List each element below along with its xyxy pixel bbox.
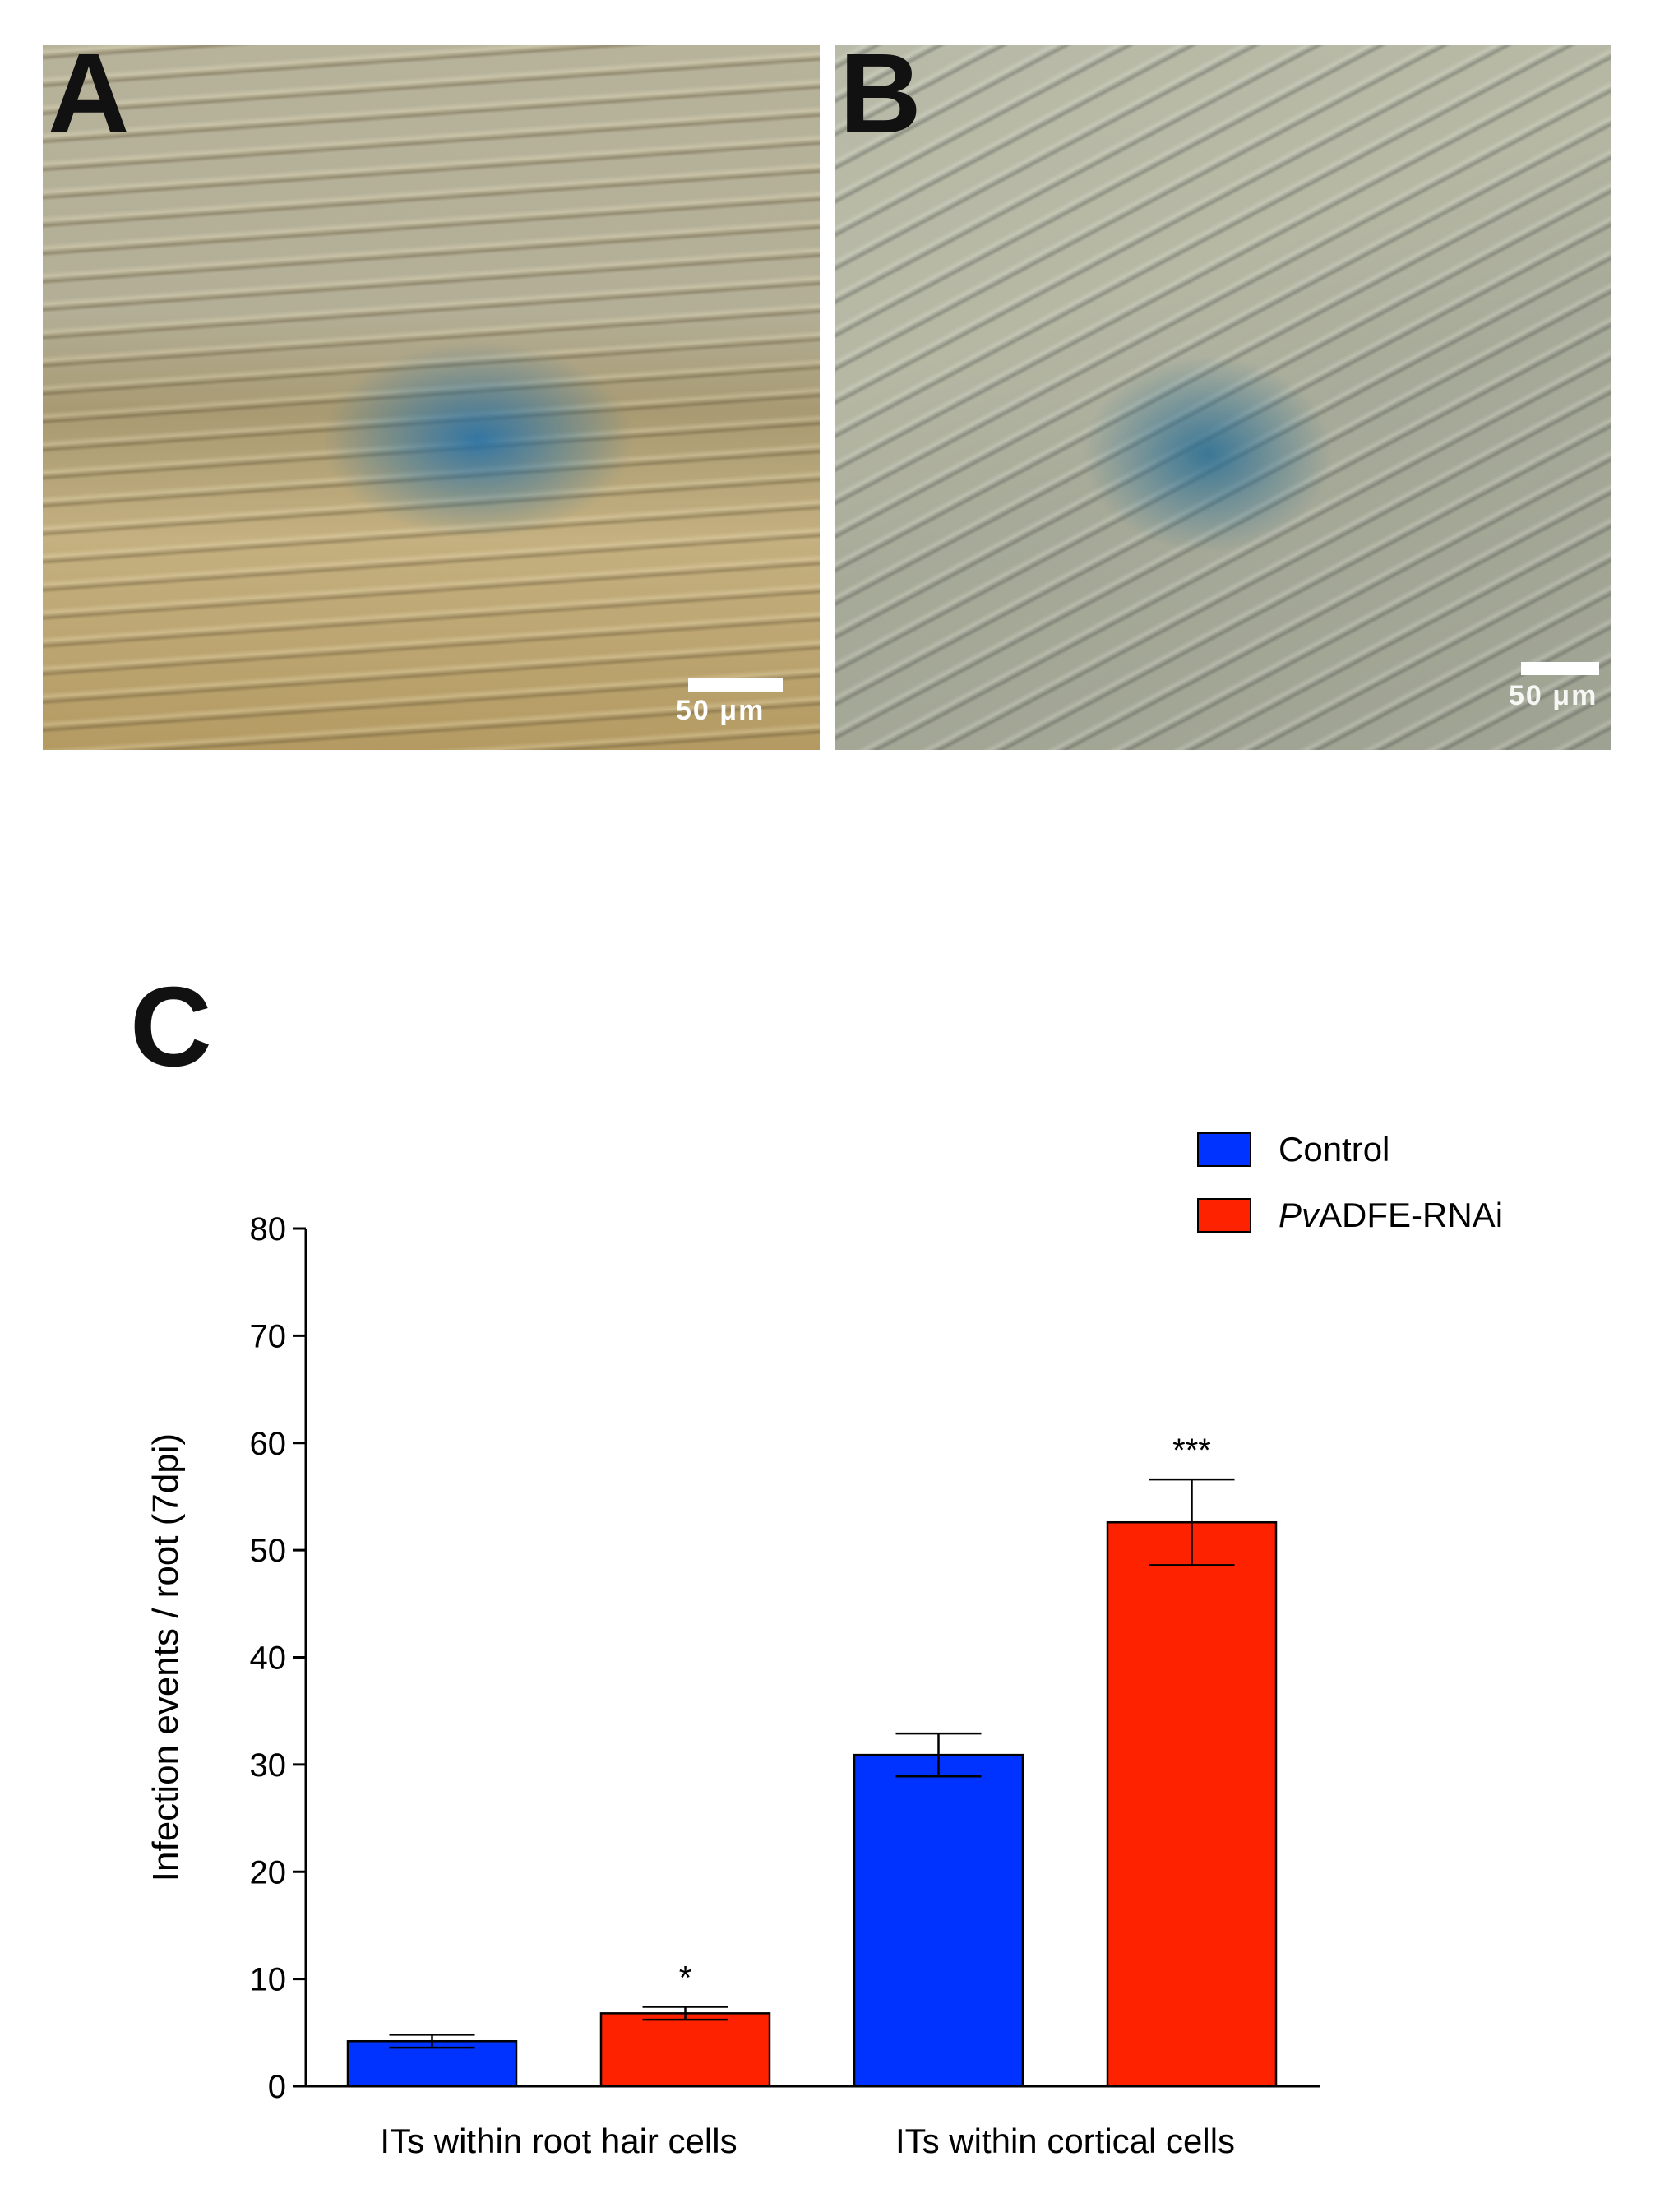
bar-chart: 0 10 20 30 40 50 60 70 80 Infection events / root… [146, 1130, 1503, 2160]
y-tick-label: 60 [250, 1426, 287, 1462]
micrograph-panel-a: A 50 μm [43, 45, 820, 750]
y-tick-label: 10 [250, 1962, 287, 1998]
y-tick-label: 30 [250, 1747, 287, 1784]
panel-letter-c: C [130, 964, 212, 1090]
y-tick-label: 50 [250, 1533, 287, 1569]
scale-label-b: 50 μm [1509, 680, 1598, 711]
significance-label: *** [1172, 1432, 1211, 1469]
micrograph-panel-b: B 50 μm [835, 45, 1611, 750]
legend-label: Control [1279, 1130, 1389, 1168]
y-tick-label: 70 [250, 1318, 287, 1354]
y-tick-label: 20 [250, 1854, 287, 1890]
bar [599, 2012, 771, 2088]
y-tick-label: 80 [250, 1211, 287, 1247]
x-category-label: ITs within root hair cells [380, 2122, 737, 2160]
panel-letter-b: B [839, 45, 922, 157]
scale-bar-b [1521, 662, 1599, 675]
y-tick-label: 0 [268, 2069, 286, 2105]
scale-label-a: 50 μm [676, 695, 765, 726]
legend-label: PvADFE-RNAi [1279, 1196, 1503, 1234]
y-axis-label: Infection events / root (7dpi) [146, 1433, 186, 1881]
bar [346, 2039, 518, 2088]
significance-label: * [679, 1960, 692, 1997]
bar [1106, 1520, 1278, 2088]
bar [853, 1753, 1024, 2088]
legend-swatch [1197, 1132, 1251, 1167]
scale-bar-a [688, 678, 783, 692]
y-tick-label: 40 [250, 1640, 287, 1677]
legend-swatch [1197, 1198, 1251, 1233]
x-category-label: ITs within cortical cells [895, 2122, 1235, 2160]
panel-letter-a: A [48, 45, 130, 157]
